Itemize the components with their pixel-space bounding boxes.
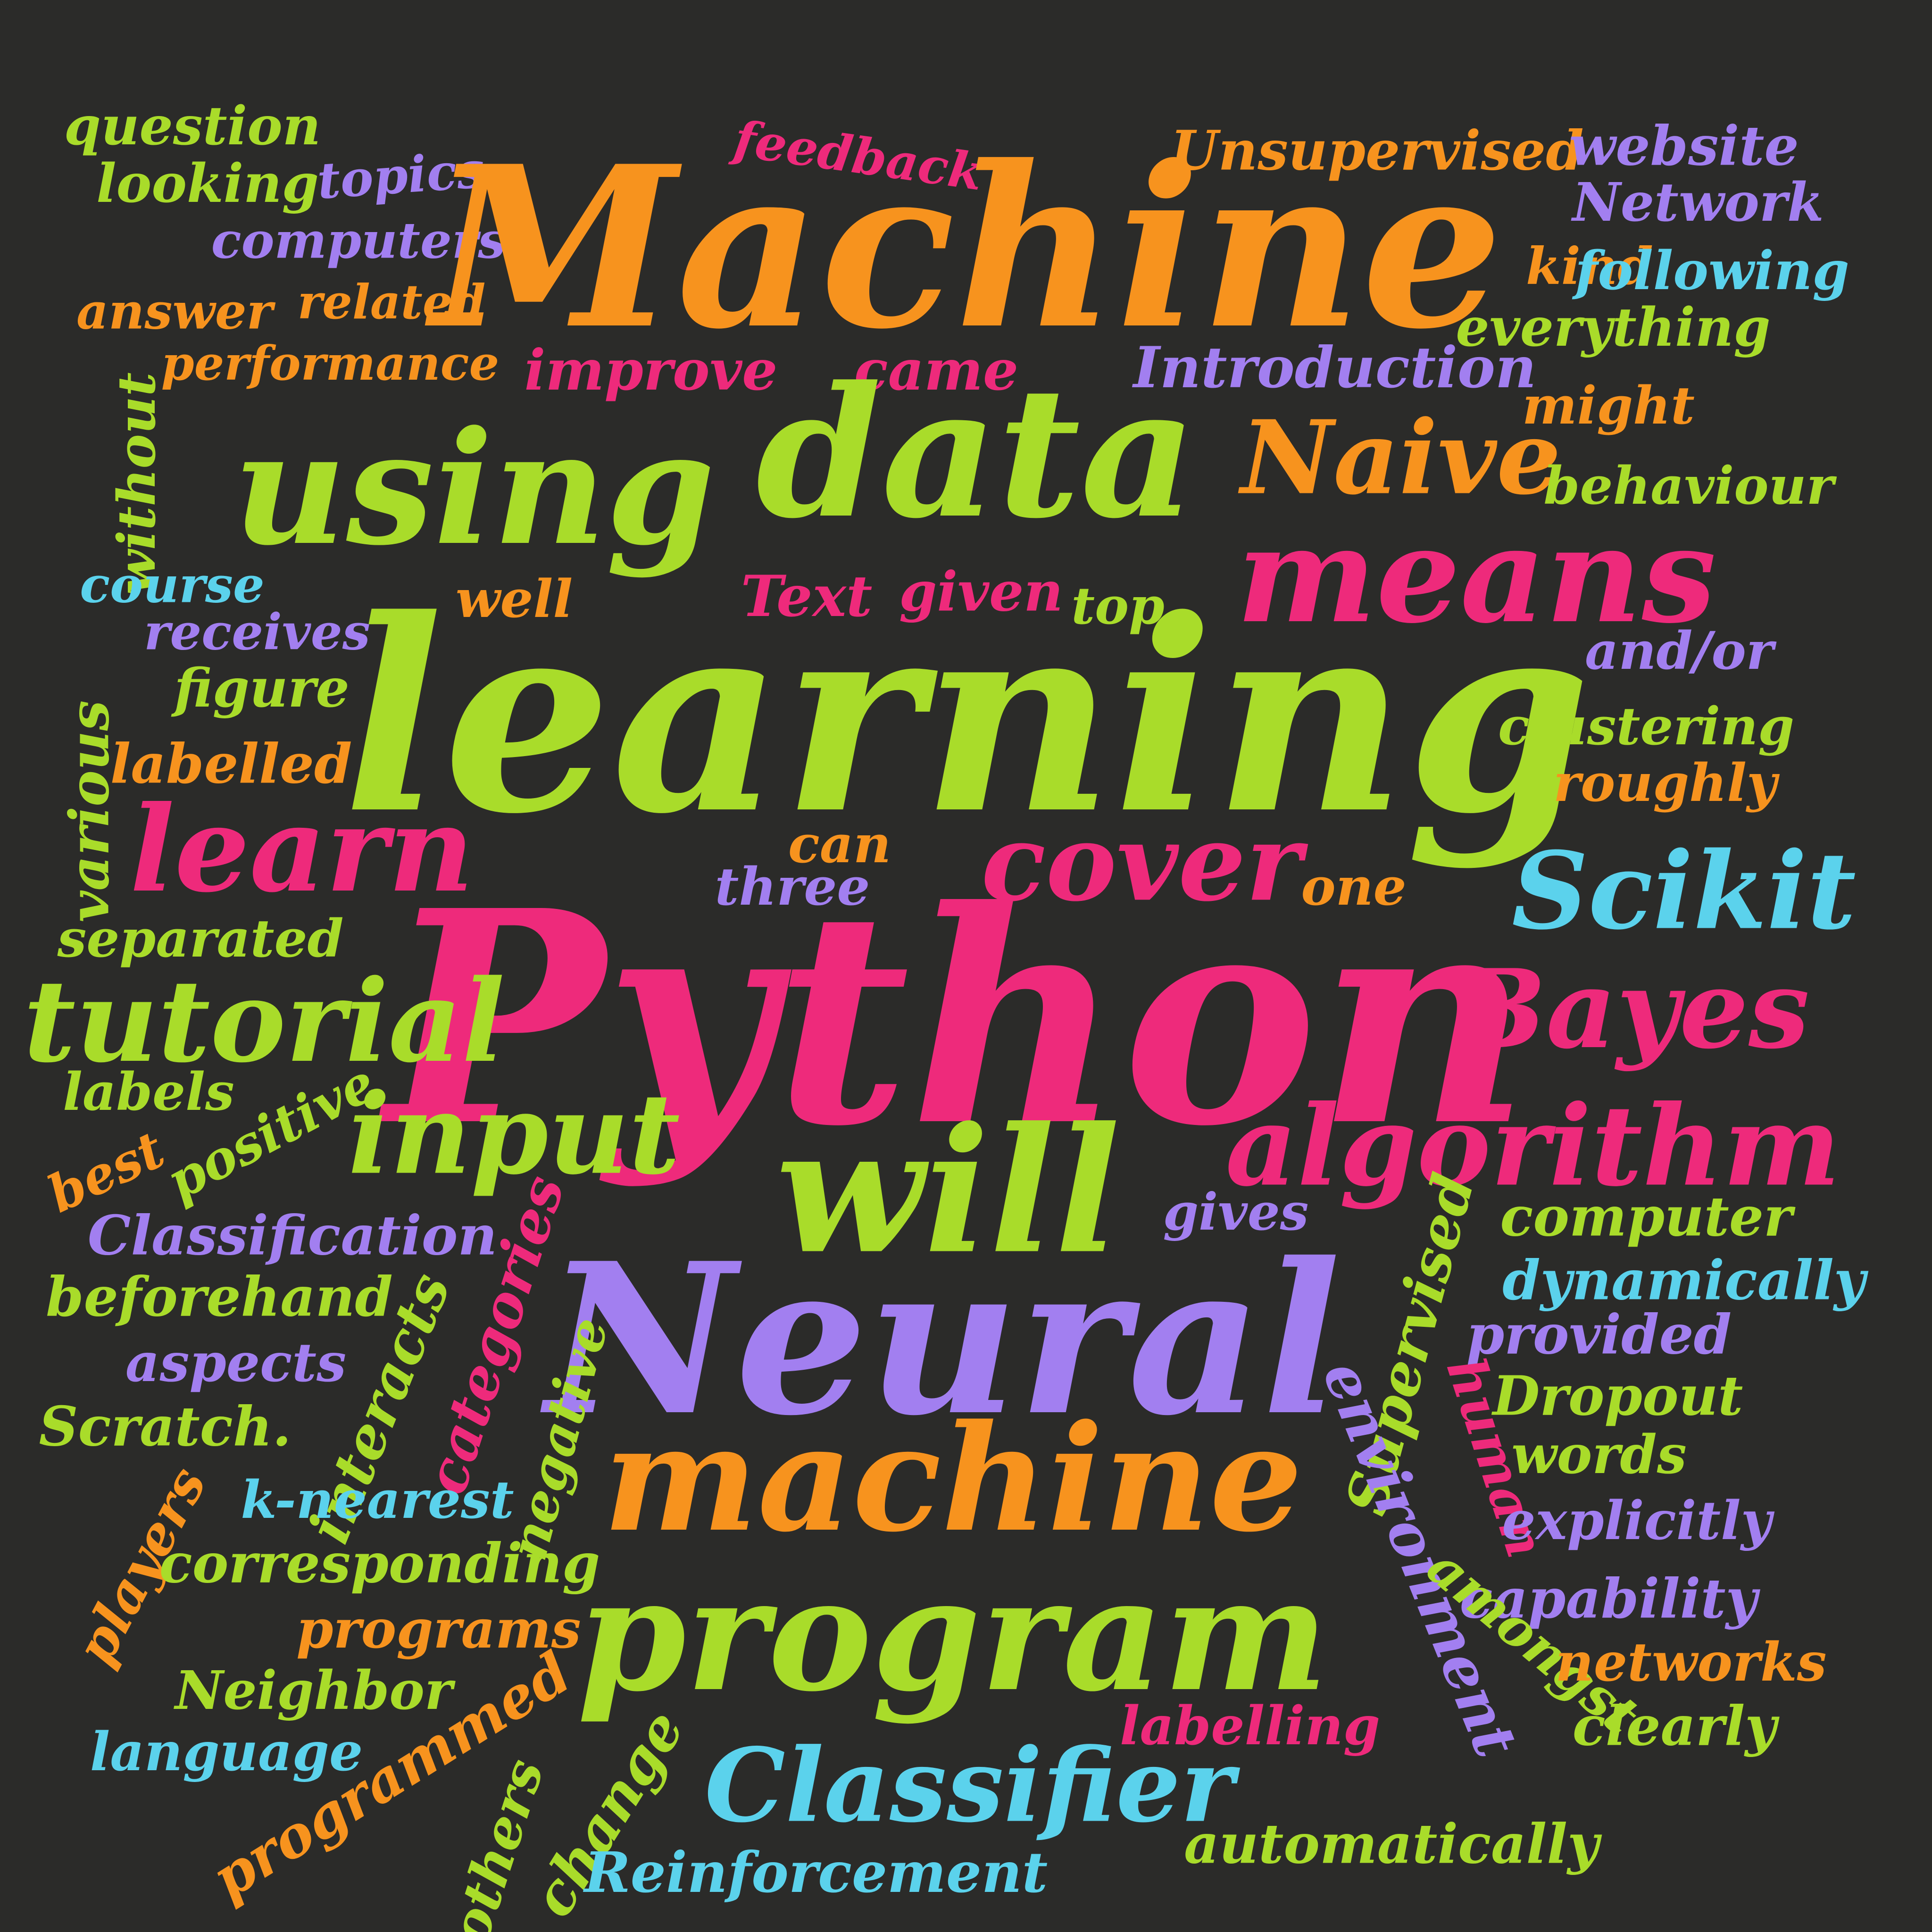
word-provided: provided bbox=[1466, 1303, 1732, 1367]
word-naive: Naive bbox=[1241, 398, 1561, 517]
word-clearly: clearly bbox=[1572, 1694, 1777, 1758]
word-tutorial: tutorial bbox=[23, 955, 505, 1088]
word-came: came bbox=[854, 337, 1019, 403]
word-top: top bbox=[1071, 576, 1165, 636]
word-labelled: labelled bbox=[110, 732, 352, 796]
word-neural: Neural bbox=[545, 1217, 1341, 1461]
word-behaviour: behaviour bbox=[1543, 455, 1834, 516]
word-automatically: automatically bbox=[1184, 1812, 1599, 1876]
word-labelling: labelling bbox=[1119, 1695, 1381, 1757]
word-computer: computer bbox=[1500, 1185, 1792, 1249]
word-capability: capability bbox=[1459, 1567, 1757, 1631]
word-program: program bbox=[577, 1543, 1329, 1726]
word-three: three bbox=[715, 856, 870, 917]
word-classification: Classification bbox=[87, 1204, 498, 1268]
word-and-or: and/or bbox=[1585, 620, 1774, 681]
word-might: might bbox=[1522, 375, 1695, 436]
word-beforehand: beforehand bbox=[46, 1265, 393, 1329]
word-will: will bbox=[775, 1090, 1121, 1292]
word-means: means bbox=[1236, 498, 1716, 653]
word-question: question bbox=[64, 95, 321, 157]
word-network: Network bbox=[1572, 172, 1824, 233]
word-python: Python bbox=[385, 847, 1530, 1191]
word-can: can bbox=[788, 814, 891, 874]
word-introduction: Introduction bbox=[1133, 334, 1537, 401]
word-learning: learning bbox=[343, 562, 1591, 872]
word-reinforcement: Reinforcement bbox=[584, 1840, 1048, 1905]
word-data: data bbox=[756, 347, 1197, 558]
word-others: others bbox=[439, 1751, 556, 1932]
word-unsupervised: Unsupervised bbox=[1171, 119, 1584, 183]
word-following: following bbox=[1575, 240, 1849, 302]
word-kind: kind bbox=[1526, 237, 1653, 296]
word-cover: cover bbox=[981, 800, 1302, 925]
word-scikit: Scikit bbox=[1511, 829, 1857, 954]
word-receives: receives bbox=[144, 602, 370, 661]
word-algorithm: algorithm bbox=[1225, 1081, 1840, 1211]
word-aspects: aspects bbox=[125, 1332, 347, 1394]
word-website: website bbox=[1569, 114, 1799, 178]
word-dynamically: dynamically bbox=[1502, 1249, 1865, 1313]
word-learn: learn bbox=[130, 780, 474, 918]
word-scratch: Scratch. bbox=[39, 1395, 291, 1459]
word-text: Text bbox=[741, 563, 873, 630]
word-explicitly: explicitly bbox=[1502, 1490, 1772, 1552]
word-performance: performance bbox=[161, 335, 500, 391]
word-related: related bbox=[297, 274, 486, 330]
word-one: one bbox=[1301, 856, 1407, 917]
word-corresponding: corresponding bbox=[159, 1532, 600, 1596]
word-machine: machine bbox=[603, 1393, 1303, 1565]
word-bayes: Bayes bbox=[1454, 946, 1810, 1073]
word-various: various bbox=[58, 700, 122, 923]
word-figure: figure bbox=[174, 658, 350, 719]
word-improve: improve bbox=[524, 337, 778, 403]
word-computers: computers bbox=[211, 211, 506, 270]
word-classifier: Classifier bbox=[704, 1725, 1234, 1845]
word-programs: programs bbox=[296, 1599, 581, 1660]
word-machine: Machine bbox=[431, 117, 1503, 378]
word-k-nearest: k-nearest bbox=[241, 1469, 514, 1530]
word-networks: networks bbox=[1555, 1632, 1827, 1693]
word-separated: separated bbox=[57, 908, 344, 969]
word-words: words bbox=[1511, 1424, 1687, 1486]
word-clustering: clustering bbox=[1498, 696, 1795, 757]
word-dropout: Dropout bbox=[1492, 1364, 1743, 1428]
word-roughly: roughly bbox=[1553, 752, 1777, 813]
word-language: language bbox=[90, 1721, 363, 1783]
word-gives: gives bbox=[1163, 1183, 1309, 1242]
word-using: using bbox=[233, 397, 715, 580]
word-input: input bbox=[348, 1069, 680, 1199]
word-answer: answer bbox=[76, 282, 273, 341]
word-well: well bbox=[455, 568, 573, 629]
word-labels: labels bbox=[63, 1061, 234, 1122]
word-neighbor: Neighbor bbox=[175, 1660, 452, 1722]
word-looking: looking bbox=[96, 153, 319, 215]
word-given: given bbox=[899, 560, 1063, 624]
word-course: course bbox=[80, 555, 265, 614]
word-everything: everything bbox=[1456, 297, 1771, 358]
